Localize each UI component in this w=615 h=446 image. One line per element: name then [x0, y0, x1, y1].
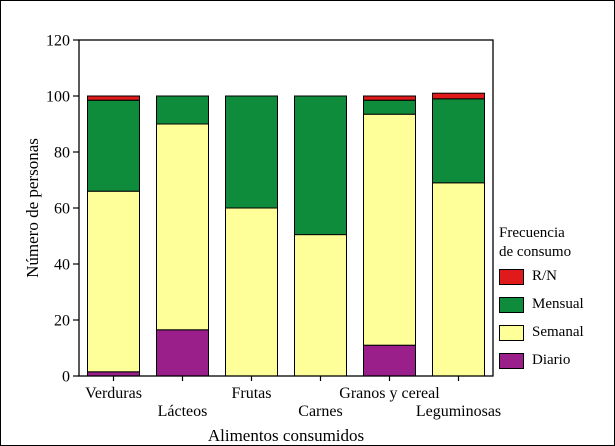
bar-segment-rn-4 — [363, 95, 416, 101]
y-tick-label-120: 120 — [46, 33, 70, 50]
legend-item-semanal: Semanal — [499, 322, 611, 346]
legend-label-rn: R/N — [532, 268, 558, 284]
y-tick-label-100: 100 — [46, 89, 70, 106]
bar-segment-semanal-0 — [87, 190, 140, 373]
y-tick-label-20: 20 — [54, 313, 70, 330]
x-tick-label-1: Lácteos — [158, 403, 208, 420]
bar-segment-semanal-1 — [156, 123, 209, 331]
legend: Frecuencia de consumo R/N Mensual Semana… — [499, 224, 611, 374]
bar-segment-mensual-3 — [294, 95, 347, 236]
x-tick-label-2: Frutas — [232, 385, 272, 402]
legend-title-line1: Frecuencia — [499, 225, 565, 241]
bar-segment-semanal-5 — [432, 182, 485, 377]
x-tick-label-0: Verduras — [85, 385, 142, 402]
legend-title-line2: de consumo — [499, 244, 572, 260]
bar-segment-mensual-4 — [363, 99, 416, 115]
legend-label-mensual: Mensual — [532, 296, 584, 312]
bar-segment-diario-1 — [156, 329, 209, 377]
legend-item-diario: Diario — [499, 350, 611, 374]
bar-segment-mensual-2 — [225, 95, 278, 209]
y-axis-title: Número de personas — [23, 138, 42, 278]
legend-swatch-semanal — [499, 325, 524, 341]
bar-segment-rn-5 — [432, 92, 485, 100]
plot-frame — [78, 39, 494, 377]
bar-segment-semanal-3 — [294, 234, 347, 377]
legend-label-diario: Diario — [532, 352, 571, 368]
legend-item-mensual: Mensual — [499, 294, 611, 318]
legend-swatch-rn — [499, 269, 524, 285]
y-tick-label-40: 40 — [54, 257, 70, 274]
legend-swatch-mensual — [499, 297, 524, 313]
x-tick-label-4: Granos y cereal — [339, 385, 440, 402]
legend-label-semanal: Semanal — [532, 324, 584, 340]
bar-segment-rn-0 — [87, 95, 140, 101]
bar-segment-mensual-5 — [432, 98, 485, 184]
bar-segment-semanal-2 — [225, 207, 278, 377]
y-tick-label-80: 80 — [54, 145, 70, 162]
bar-segment-diario-4 — [363, 344, 416, 377]
bar-segment-mensual-1 — [156, 95, 209, 125]
bar-segment-mensual-0 — [87, 99, 140, 192]
x-tick-label-3: Carnes — [298, 403, 342, 420]
legend-swatch-diario — [499, 353, 524, 369]
x-axis-title: Alimentos consumidos — [208, 426, 364, 445]
bar-segment-semanal-4 — [363, 113, 416, 346]
y-tick-label-60: 60 — [54, 201, 70, 218]
legend-item-rn: R/N — [499, 266, 611, 290]
x-tick-label-5: Leguminosas — [416, 403, 501, 420]
y-tick-label-0: 0 — [62, 369, 70, 386]
